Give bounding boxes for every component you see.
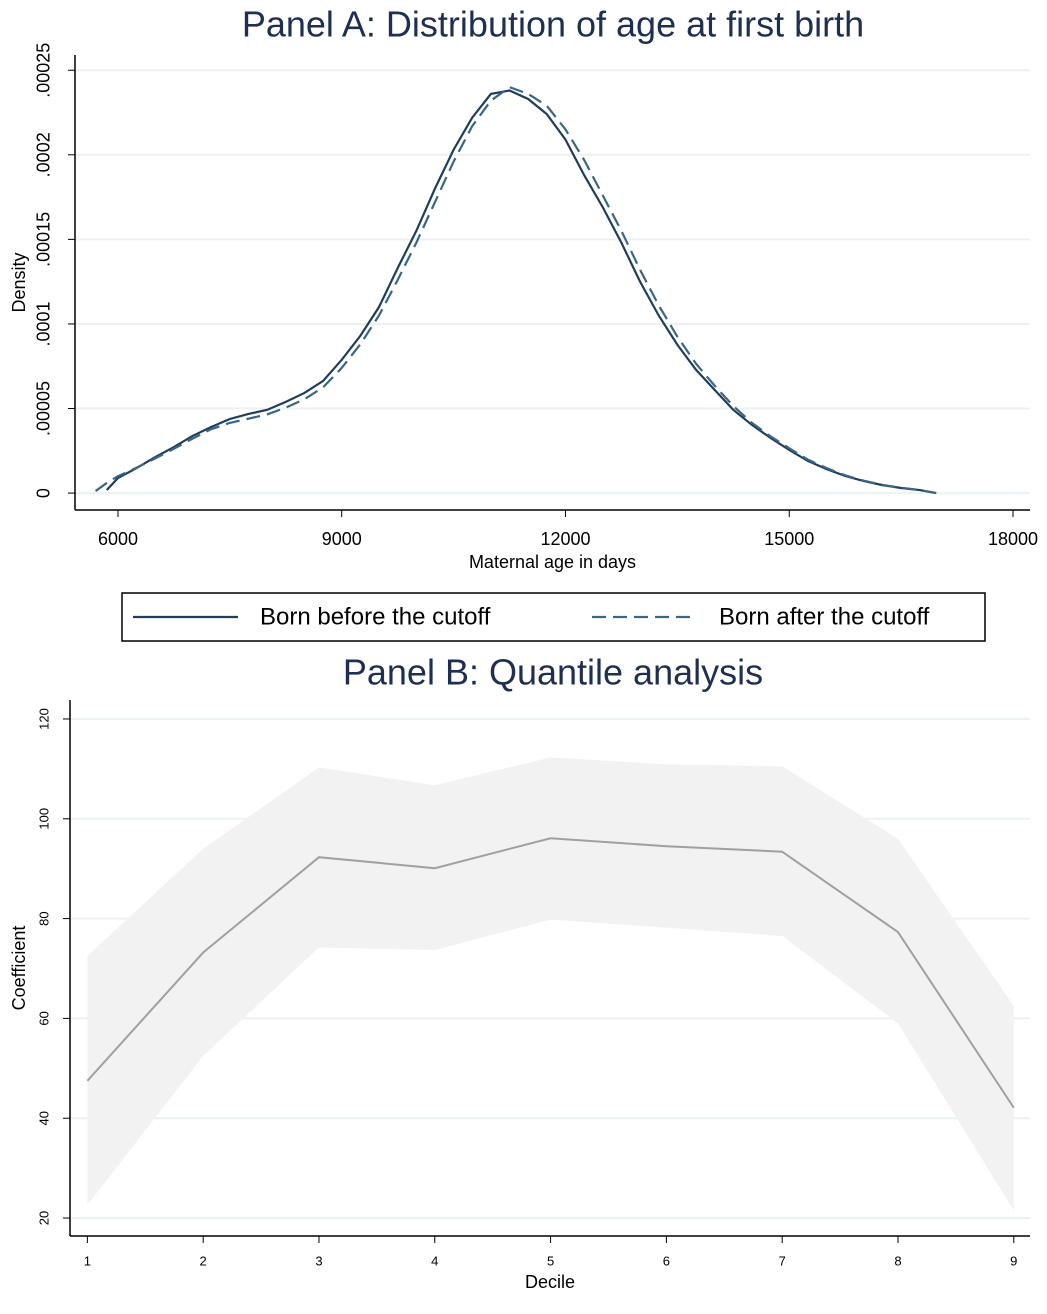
- y-tick-label: .00025: [34, 43, 54, 98]
- y-tick-label: 40: [36, 1111, 51, 1125]
- x-tick-label: 15000: [764, 529, 814, 549]
- y-tick-label: .00005: [34, 381, 54, 436]
- x-tick-label: 8: [894, 1253, 901, 1268]
- x-tick-label: 9000: [322, 529, 362, 549]
- chart-title: Panel A: Distribution of age at first bi…: [242, 4, 864, 45]
- x-tick-label: 18000: [988, 529, 1038, 549]
- x-tick-label: 2: [200, 1253, 207, 1268]
- y-tick-label: 20: [36, 1211, 51, 1225]
- x-axis-title: Decile: [525, 1272, 575, 1292]
- x-tick-label: 7: [779, 1253, 786, 1268]
- x-tick-label: 1: [84, 1253, 91, 1268]
- y-tick-label: 80: [36, 911, 51, 925]
- y-tick-label: .0002: [34, 132, 54, 177]
- legend-label: Born before the cutoff: [260, 603, 491, 630]
- x-tick-label: 6000: [98, 529, 138, 549]
- line: [105, 89, 937, 495]
- y-tick-label: 100: [36, 808, 51, 830]
- x-tick-label: 5: [547, 1253, 554, 1268]
- legend-label: Born after the cutoff: [719, 603, 930, 630]
- legend-box: [121, 592, 986, 642]
- confidence-band: [87, 757, 1014, 1211]
- x-tick-label: 3: [315, 1253, 322, 1268]
- y-tick-label: .0001: [34, 301, 54, 346]
- x-tick-label: 9: [1010, 1253, 1017, 1268]
- chart-title: Panel B: Quantile analysis: [343, 652, 763, 693]
- x-tick-label: 12000: [540, 529, 590, 549]
- line: [94, 85, 937, 495]
- y-tick-label: .00015: [34, 212, 54, 267]
- x-tick-label: 4: [431, 1253, 438, 1268]
- y-tick-label: 60: [36, 1011, 51, 1025]
- y-axis-title: Density: [9, 252, 29, 312]
- line: [86, 837, 1015, 1109]
- x-tick-label: 6: [663, 1253, 670, 1268]
- x-axis-title: Maternal age in days: [469, 552, 636, 572]
- y-axis-title: Coefficient: [9, 926, 29, 1011]
- y-tick-label: 0: [34, 488, 54, 498]
- y-tick-label: 120: [36, 708, 51, 730]
